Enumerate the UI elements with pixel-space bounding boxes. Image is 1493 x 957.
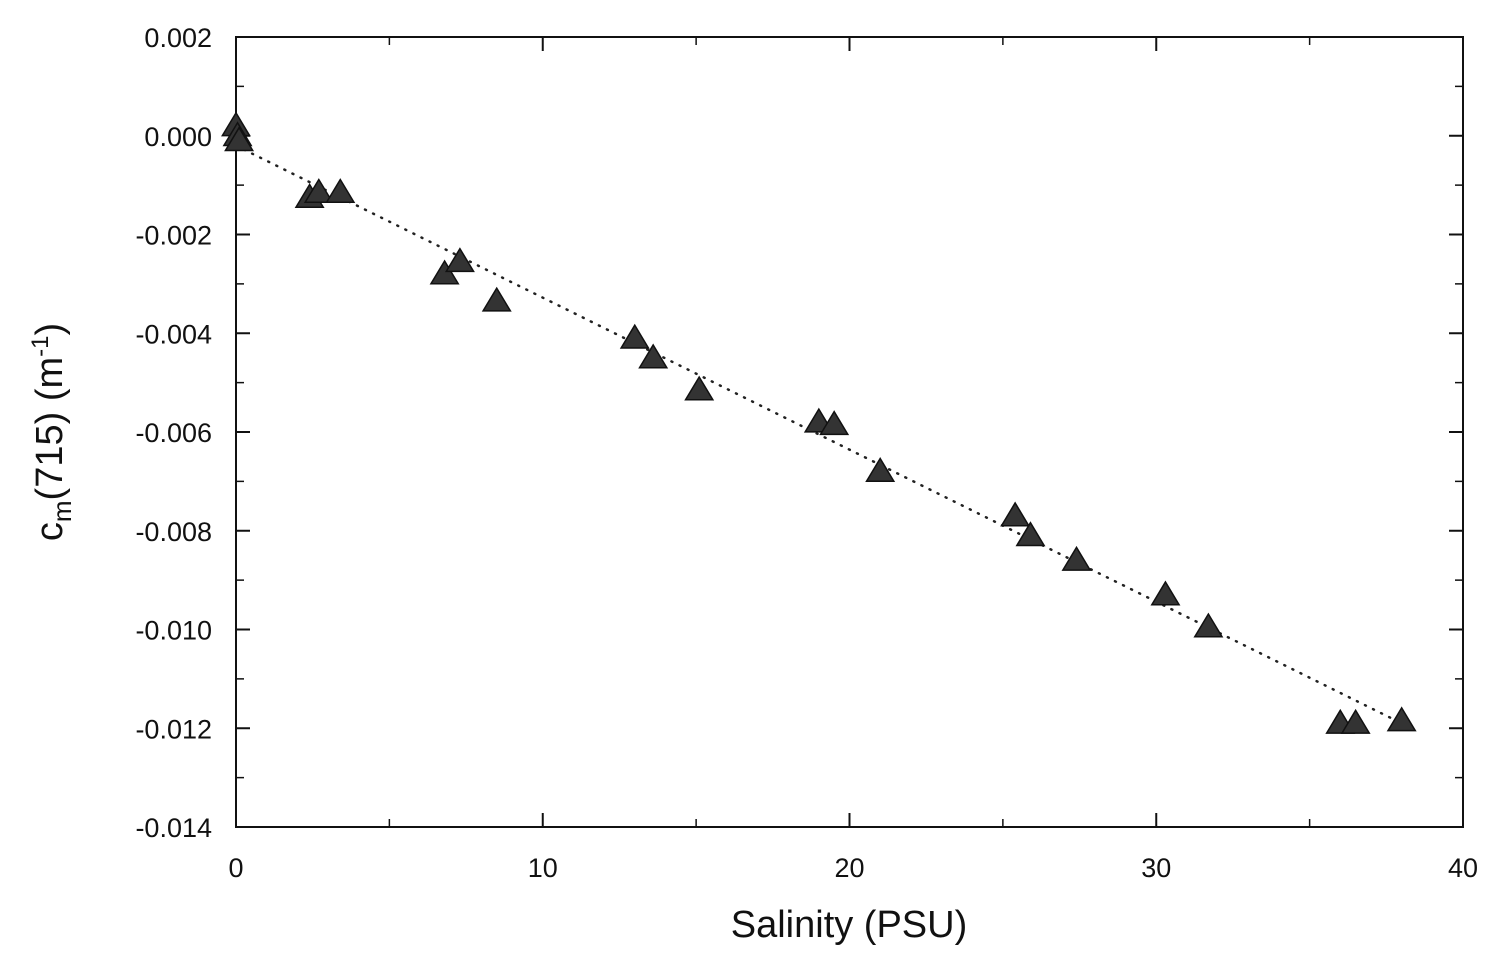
x-tick-label: 20 xyxy=(834,853,864,883)
axis-ticks xyxy=(235,36,1464,828)
data-point xyxy=(481,286,512,312)
data-point xyxy=(1015,521,1046,547)
data-point xyxy=(1061,545,1092,571)
y-tick-label: -0.010 xyxy=(135,616,212,646)
data-point xyxy=(638,343,669,369)
y-tick-label: 0.002 xyxy=(144,23,212,53)
data-point xyxy=(819,410,850,436)
y-tick-label: -0.014 xyxy=(135,813,212,843)
data-point xyxy=(1340,708,1371,734)
data-point xyxy=(865,457,896,482)
data-point xyxy=(1193,612,1224,638)
x-tick-label: 30 xyxy=(1141,853,1171,883)
y-tick-label: -0.008 xyxy=(135,517,212,547)
y-tick-label: -0.002 xyxy=(135,221,212,251)
data-point xyxy=(303,178,334,204)
y-axis-label-middle: (715) (m xyxy=(29,357,71,501)
fit-line xyxy=(234,144,1403,725)
y-tick-label: 0.000 xyxy=(144,122,212,152)
x-axis-label: Salinity (PSU) xyxy=(731,904,968,946)
tick-labels: 0 10 20 30 40 0.002 0.000 -0.002 -0.004 -0.006 -0.… xyxy=(135,23,1478,883)
y-axis-label: cm(715) (m-1) xyxy=(27,323,77,541)
y-axis-label-subscript: m xyxy=(47,500,77,522)
data-point xyxy=(684,375,715,401)
data-point xyxy=(444,247,475,273)
y-tick-label: -0.012 xyxy=(135,714,212,744)
y-axis-label-prefix: c xyxy=(29,522,71,541)
x-tick-label: 10 xyxy=(528,853,558,883)
y-tick-label: -0.006 xyxy=(135,418,212,448)
data-point xyxy=(325,178,356,204)
data-points xyxy=(221,111,1417,734)
x-tick-label: 40 xyxy=(1448,853,1478,883)
x-tick-label: 0 xyxy=(228,853,243,883)
data-point xyxy=(1150,580,1181,606)
data-point xyxy=(429,259,460,285)
y-tick-label: -0.004 xyxy=(135,319,212,349)
data-point xyxy=(224,126,255,152)
data-point xyxy=(1000,501,1031,527)
fit-line-group xyxy=(234,144,1403,725)
plot-frame xyxy=(235,36,1464,828)
y-axis-label-suffix: ) xyxy=(29,323,71,336)
y-axis-label-superscript: -1 xyxy=(27,336,54,357)
data-point xyxy=(619,323,650,349)
data-point xyxy=(1386,706,1417,732)
